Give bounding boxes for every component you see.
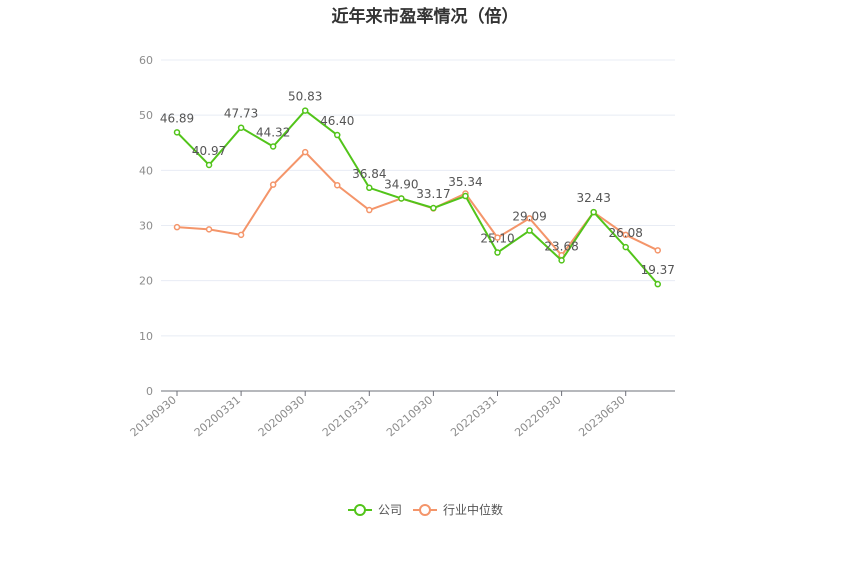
y-tick-label: 50 — [139, 109, 153, 122]
data-point — [301, 107, 309, 114]
x-tick-label: 20200930 — [256, 393, 307, 439]
grid-lines — [161, 59, 675, 337]
data-label: 33.17 — [416, 187, 450, 201]
data-label: 29.09 — [512, 210, 546, 224]
data-point — [430, 204, 437, 212]
series-lines — [173, 107, 661, 288]
data-point — [237, 124, 245, 131]
data-label: 35.34 — [448, 175, 482, 189]
x-tick-label: 20210331 — [320, 393, 371, 439]
data-label: 40.97 — [192, 144, 226, 158]
data-point — [237, 231, 245, 239]
series-line — [176, 109, 659, 285]
legend-label: 行业中位数 — [443, 502, 503, 517]
legend-swatch-marker — [419, 504, 431, 516]
legend-label: 公司 — [378, 503, 402, 517]
legend-swatch-marker — [354, 504, 366, 516]
data-point — [269, 143, 277, 150]
y-tick-label: 40 — [139, 164, 153, 177]
data-labels: 46.89 40.97 47.73 44.32 50.83 46.40 36.8434.90… — [160, 90, 675, 278]
y-tick-label: 30 — [139, 220, 153, 233]
data-point — [334, 131, 341, 139]
x-tick-label: 20200331 — [192, 393, 243, 439]
data-point — [558, 257, 565, 264]
data-label: 32.43 — [576, 191, 610, 205]
data-label: 26.08 — [609, 226, 643, 240]
y-tick-label: 60 — [139, 54, 153, 67]
data-label: 50.83 — [288, 90, 322, 104]
data-label: 44.32 — [256, 126, 290, 140]
data-point — [334, 181, 341, 189]
data-point — [462, 192, 469, 200]
data-point — [590, 208, 597, 216]
data-label: 46.89 — [160, 111, 194, 125]
x-tick-label: 20220331 — [448, 393, 499, 439]
data-point — [494, 234, 501, 241]
x-tick-label: 20220930 — [512, 393, 563, 439]
data-point — [654, 247, 661, 254]
data-point — [398, 195, 405, 202]
data-label: 19.37 — [641, 263, 675, 277]
x-tick-label: 20230630 — [576, 393, 627, 439]
legend[interactable]: 公司 行业中位数 — [348, 502, 503, 517]
chart-title: 近年来市盈率情况（倍） — [331, 7, 519, 27]
y-tick-label: 20 — [139, 275, 153, 288]
x-tick-labels: 20190930 20200331 20200930 20210331 20210930… — [128, 393, 628, 439]
data-point — [366, 206, 373, 214]
data-point — [301, 148, 309, 156]
axes — [161, 390, 675, 396]
data-point — [205, 161, 213, 169]
data-label: 25.10 — [480, 232, 514, 246]
y-tick-labels: 0 10 20 30 40 50 60 — [139, 54, 153, 398]
data-point — [526, 227, 533, 234]
data-point — [622, 231, 629, 239]
data-point — [173, 129, 181, 136]
y-tick-label: 0 — [146, 385, 153, 398]
data-point — [654, 280, 661, 288]
data-point — [526, 215, 533, 222]
x-tick-label: 20210930 — [384, 393, 435, 439]
data-label: 36.84 — [352, 167, 386, 181]
data-label: 34.90 — [384, 177, 418, 191]
data-point — [366, 184, 373, 192]
y-tick-label: 10 — [139, 330, 153, 343]
data-point — [622, 243, 629, 251]
x-tick-label: 20190930 — [128, 393, 179, 439]
data-point — [494, 249, 501, 256]
data-point — [173, 223, 181, 231]
data-label: 46.40 — [320, 114, 354, 128]
data-label: 47.73 — [224, 107, 258, 121]
data-point — [269, 181, 277, 188]
data-label: 23.68 — [544, 239, 578, 253]
data-point — [205, 226, 213, 233]
